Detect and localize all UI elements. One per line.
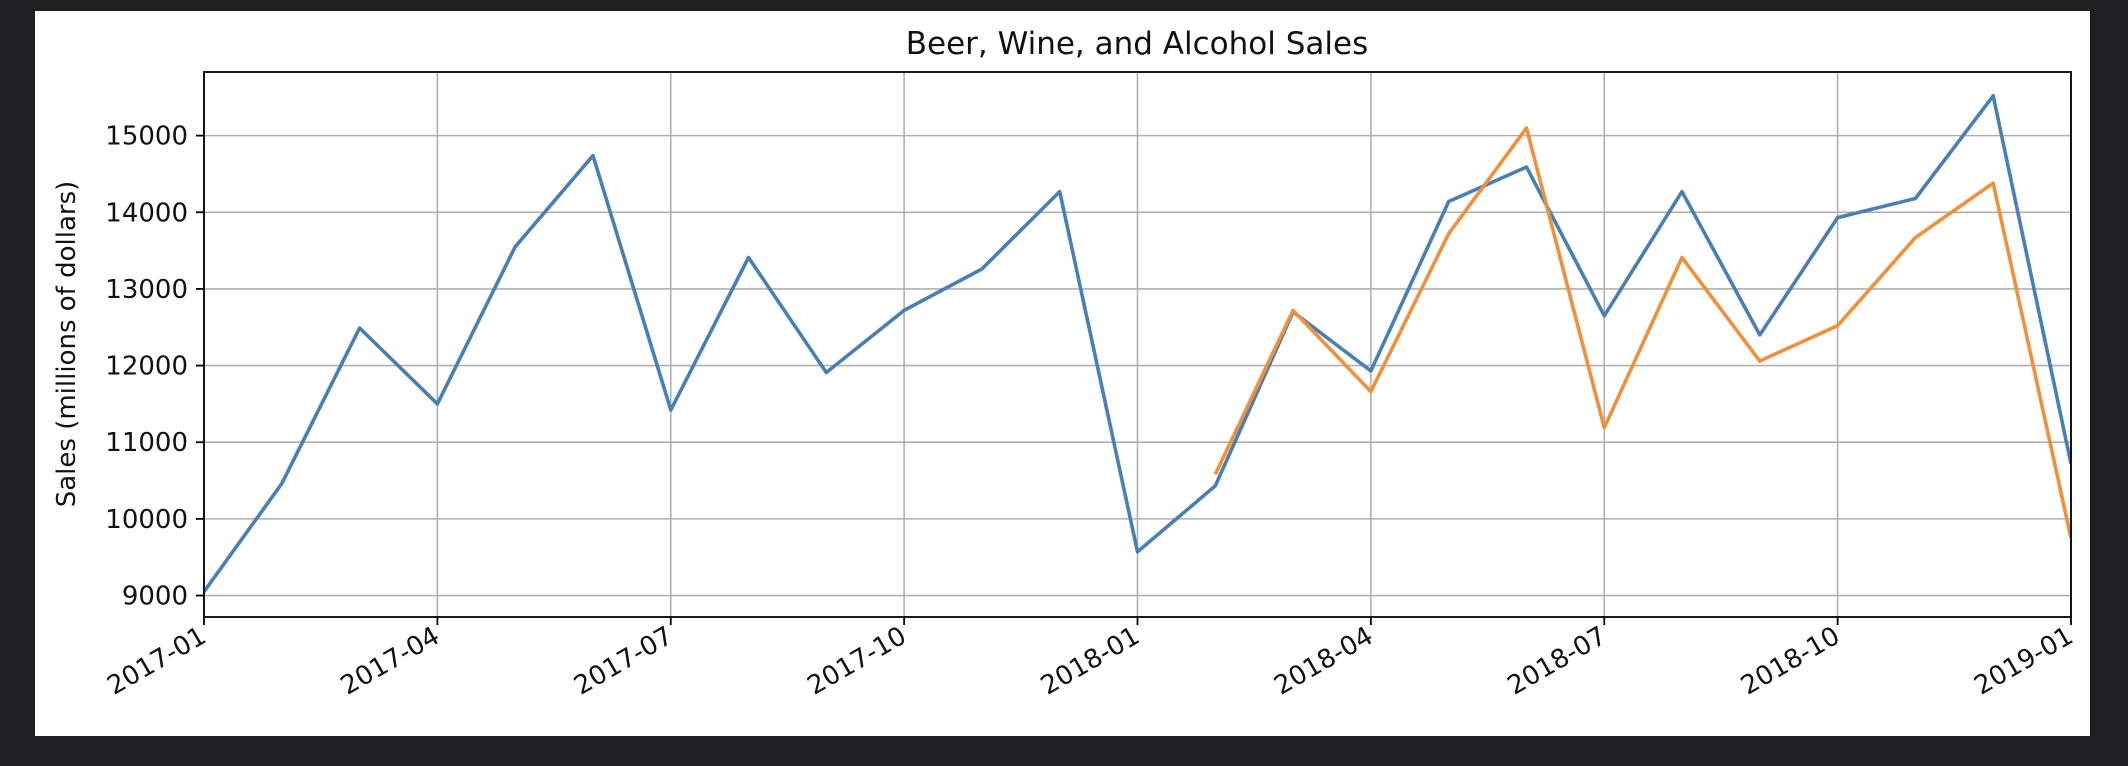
line-chart: 2017-01 2017-04 2017-07 2017-10 2018-01 2018-… xyxy=(52,26,2079,702)
series-line-orange xyxy=(1213,126,2071,539)
x-tick-label: 2017-04 xyxy=(336,621,445,701)
y-tick-label: 9000 xyxy=(122,582,188,612)
chart-title: Beer, Wine, and Alcohol Sales xyxy=(906,26,1368,62)
x-tick-label: 2017-10 xyxy=(803,621,912,701)
grid xyxy=(203,72,2072,617)
series-line-blue xyxy=(204,94,2071,593)
y-tick-label: 15000 xyxy=(105,122,188,152)
y-axis-label: Sales (millions of dollars) xyxy=(52,181,82,508)
x-tick-label: 2018-10 xyxy=(1736,621,1845,701)
x-tick-label: 2018-04 xyxy=(1269,621,1378,701)
x-tick-label: 2018-01 xyxy=(1036,621,1145,701)
x-tick-label: 2017-01 xyxy=(102,621,211,701)
x-tick-label: 2019-01 xyxy=(1969,621,2078,701)
chart-figure: 2017-01 2017-04 2017-07 2017-10 2018-01 2018-… xyxy=(35,11,2090,736)
x-tick-label: 2018-07 xyxy=(1503,621,1612,701)
y-tick-label: 13000 xyxy=(105,275,188,305)
y-tick-label: 11000 xyxy=(105,428,188,458)
y-tick-label: 10000 xyxy=(105,505,188,535)
y-tick-label: 12000 xyxy=(105,352,188,382)
y-tick-label: 14000 xyxy=(105,198,188,228)
x-tick-label: 2017-07 xyxy=(569,621,678,701)
ticks: 2017-01 2017-04 2017-07 2017-10 2018-01 2018-… xyxy=(102,122,2078,702)
series-lines xyxy=(204,94,2071,593)
